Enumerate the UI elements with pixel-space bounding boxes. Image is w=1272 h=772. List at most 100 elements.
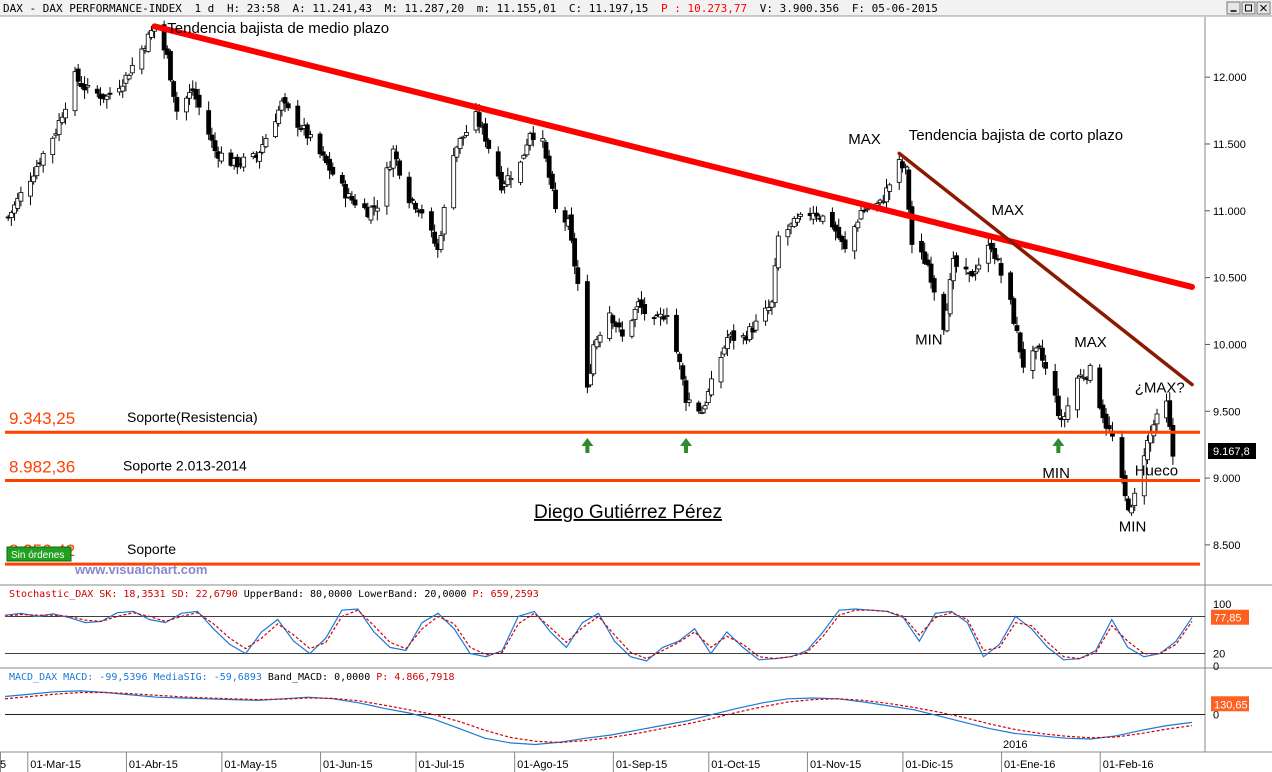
- trend-line: [897, 151, 1194, 387]
- candle: [1036, 343, 1042, 350]
- support-name: Soporte: [127, 541, 176, 557]
- candle: [616, 318, 622, 333]
- candle: [772, 257, 778, 308]
- candle: [642, 297, 648, 321]
- candle: [406, 171, 412, 209]
- indicator-series: [4, 690, 1193, 746]
- candle: [56, 113, 62, 142]
- x-tick-label: 01-Jul-15: [419, 759, 465, 771]
- candle: [798, 212, 803, 221]
- candle: [1078, 368, 1084, 379]
- candle: [145, 31, 151, 53]
- candle: [718, 351, 724, 389]
- candle: [973, 264, 979, 281]
- candle: [107, 87, 113, 100]
- candle: [1097, 364, 1103, 410]
- candle: [432, 224, 438, 247]
- candle: [588, 364, 593, 388]
- x-tick-label: 5: [0, 759, 6, 771]
- candle: [836, 218, 842, 241]
- x-tick-label: 01-Abr-15: [129, 759, 178, 771]
- candle: [696, 400, 702, 414]
- x-tick-label: 01-Feb-16: [1103, 759, 1154, 771]
- indicator-series: [4, 691, 1193, 744]
- candle: [394, 145, 399, 166]
- candle: [285, 101, 291, 111]
- candle: [317, 131, 323, 159]
- candle: [785, 224, 791, 246]
- annotation: MIN: [1042, 465, 1070, 482]
- candle: [298, 124, 304, 133]
- candle: [308, 130, 313, 142]
- header-f: F: 05-06-2015: [852, 2, 938, 15]
- candle: [371, 196, 377, 216]
- y-tick-label: 9.000: [1213, 473, 1241, 485]
- candle: [747, 323, 753, 343]
- candle: [992, 242, 998, 265]
- candle: [709, 370, 714, 397]
- candle: [900, 158, 905, 173]
- restore-icon[interactable]: [1241, 1, 1256, 15]
- candle: [922, 242, 928, 265]
- x-tick-label: 01-Ene-16: [1004, 759, 1055, 771]
- candle: [12, 201, 17, 221]
- candle: [553, 182, 558, 213]
- candle: [419, 204, 425, 219]
- candle: [1011, 296, 1017, 326]
- candle: [346, 187, 352, 199]
- x-tick-label: 01-May-15: [224, 759, 277, 771]
- candle: [950, 251, 956, 290]
- up-arrow-icon: [680, 438, 693, 453]
- annotation: MIN: [1119, 519, 1147, 536]
- candle: [884, 178, 889, 211]
- candle: [575, 259, 581, 291]
- candle: [839, 234, 845, 251]
- candle: [441, 204, 447, 242]
- candle: [591, 340, 597, 377]
- candle: [1017, 331, 1023, 359]
- candle: [1033, 346, 1039, 360]
- header-mn: m: 11.155,01: [477, 2, 556, 15]
- header-c: C: 11.197,15: [569, 2, 648, 15]
- close-icon[interactable]: [1256, 1, 1271, 15]
- candle: [766, 299, 772, 315]
- annotation: MAX: [992, 202, 1025, 219]
- candle: [976, 257, 982, 273]
- candle: [1065, 397, 1071, 423]
- candle: [1100, 399, 1106, 424]
- candle: [680, 362, 686, 386]
- candle: [724, 329, 730, 357]
- minimize-icon[interactable]: [1226, 1, 1241, 15]
- candle: [1087, 363, 1093, 383]
- candle: [85, 78, 91, 94]
- up-arrow-icon: [581, 438, 594, 453]
- candle: [343, 180, 348, 208]
- header-h: H: 23:58: [227, 2, 280, 15]
- x-tick-label: 01-Nov-15: [810, 759, 861, 771]
- candle: [457, 136, 463, 154]
- no-orders-badge[interactable]: Sin órdenes: [11, 550, 64, 561]
- candle: [438, 230, 444, 253]
- candle: [753, 314, 759, 333]
- candle: [880, 194, 886, 205]
- candle: [352, 194, 358, 209]
- candle: [683, 375, 689, 412]
- candle: [263, 133, 269, 149]
- candle: [397, 158, 403, 180]
- candle: [206, 101, 212, 140]
- candle: [327, 151, 332, 180]
- candle: [1008, 270, 1014, 305]
- candle: [505, 167, 511, 187]
- candle: [464, 124, 469, 138]
- candle: [34, 159, 40, 180]
- support-value: 8.982,36: [9, 457, 75, 476]
- candle: [661, 308, 667, 322]
- candle: [1170, 417, 1176, 465]
- candle: [1129, 504, 1134, 516]
- candle: [330, 162, 336, 177]
- candle: [15, 193, 21, 212]
- candle: [619, 321, 625, 342]
- candle: [148, 25, 154, 40]
- x-tick-label: 01-Mar-15: [30, 759, 81, 771]
- support-name: Soporte 2.013-2014: [123, 457, 247, 473]
